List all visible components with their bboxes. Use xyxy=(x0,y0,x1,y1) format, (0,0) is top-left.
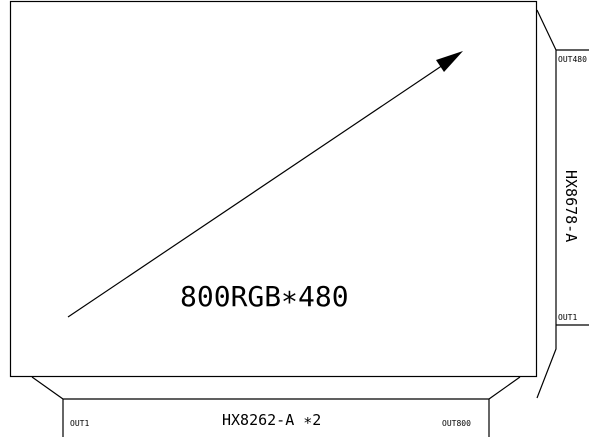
scan-direction-arrowhead xyxy=(436,51,463,72)
gate-driver-connector xyxy=(536,9,557,399)
gate-driver-out-first: OUT1 xyxy=(558,313,577,322)
source-driver-connector xyxy=(31,376,521,400)
source-driver-out-first: OUT1 xyxy=(70,419,89,428)
source-driver-label: HX8262-A ∗2 xyxy=(222,411,321,429)
source-driver-out-last: OUT800 xyxy=(442,419,471,428)
gate-driver-label: HX8678-A xyxy=(562,170,580,242)
resolution-label: 800RGB∗480 xyxy=(180,280,349,313)
gate-driver-out-last: OUT480 xyxy=(558,55,587,64)
scan-direction-arrow-line xyxy=(67,62,447,318)
display-panel xyxy=(9,0,538,378)
